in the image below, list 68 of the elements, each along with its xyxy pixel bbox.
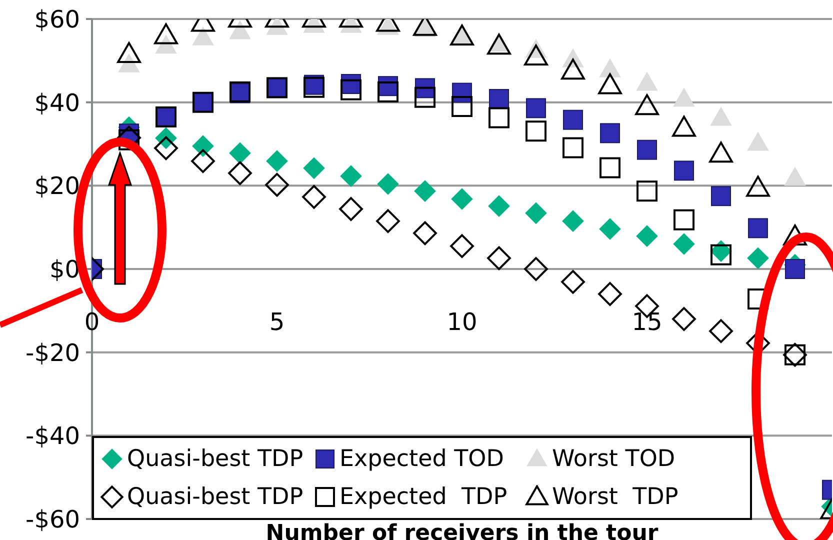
point [489,89,509,109]
x-axis-title: Number of receivers in the tour [266,521,658,540]
point [526,120,546,142]
point [637,140,657,160]
y-tick-label: -$20 [26,338,80,367]
point [562,137,584,158]
point [710,244,732,266]
point [709,319,733,344]
point [488,195,510,218]
point [451,188,473,210]
point [526,98,546,118]
point [636,180,658,202]
point [340,165,362,188]
point [600,123,620,144]
point [228,161,252,186]
legend-label: Expected TOD [340,446,504,472]
point [563,110,583,130]
point [525,202,547,224]
point [340,79,362,100]
point [488,107,510,128]
point [748,218,768,238]
point [562,210,584,232]
point [561,270,585,294]
point [192,135,214,158]
point [154,136,178,160]
point [302,184,326,209]
point [785,259,805,279]
point [674,160,694,181]
x-tick-label: 0 [84,308,100,336]
point [672,307,696,331]
point [376,209,400,234]
point [598,282,622,306]
legend-label: Quasi-best TDP [127,446,304,472]
point [600,157,620,178]
point [487,246,511,270]
point [266,150,288,172]
y-tick-label: $0 [49,256,80,284]
point [599,218,621,240]
point [339,197,363,221]
y-tick-label: -$40 [26,422,80,450]
point [636,225,658,248]
point [747,247,769,270]
y-tick-label: $20 [34,172,80,200]
point [450,234,474,258]
point [191,149,215,174]
x-tick-label: 15 [632,308,662,336]
legend-label: Quasi-best TDP [127,484,304,510]
point [229,142,251,164]
point [414,86,436,108]
point [378,81,398,102]
point [414,180,436,202]
x-tick-label: 10 [446,308,478,336]
point [674,209,694,230]
point [711,186,731,206]
y-tick-label: $60 [34,6,80,34]
legend-label: Expected TDP [340,484,508,510]
x-tick-label: 5 [269,308,285,336]
legend-label: Worst TDP [552,484,678,510]
point [303,157,325,180]
point [452,96,472,117]
point [265,172,289,197]
y-tick-label: $40 [34,88,80,117]
legend-label: Worst TOD [552,446,676,472]
point [377,173,399,195]
y-tick-label: -$60 [26,506,80,534]
point [413,221,437,246]
point [673,233,695,255]
point [524,257,548,281]
